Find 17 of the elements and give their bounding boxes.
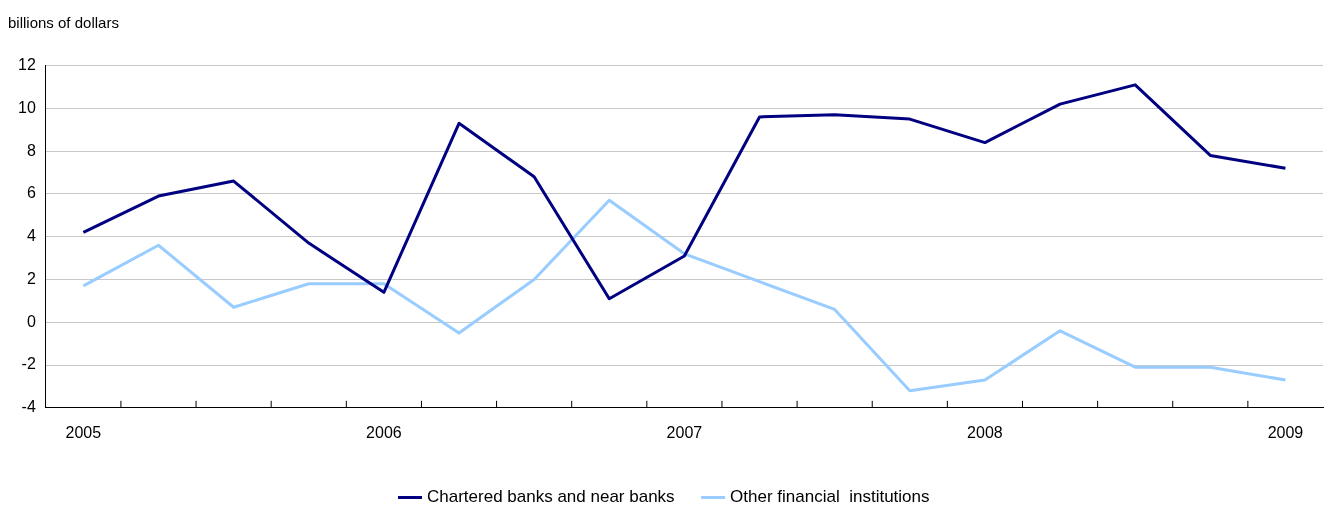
y-tick-label: 10	[18, 98, 36, 116]
legend-label: Other financial institutions	[730, 487, 930, 507]
legend-label: Chartered banks and near banks	[427, 487, 675, 507]
y-tick-label: -4	[21, 398, 36, 416]
y-tick-label: -2	[21, 355, 36, 373]
y-tick-label: 4	[26, 227, 36, 245]
y-tick-label: 8	[26, 141, 36, 159]
x-tick-label: 2007	[666, 423, 703, 441]
y-tick-label: 2	[26, 269, 36, 287]
x-tick-label: 2009	[1267, 423, 1304, 441]
x-tick-label: 2005	[65, 423, 102, 441]
y-axis-title: billions of dollars	[8, 13, 120, 33]
y-tick-label: 6	[26, 184, 36, 202]
x-tick-label: 2008	[967, 423, 1003, 441]
y-tick-label: 0	[26, 312, 36, 330]
x-tick-label: 2006	[366, 423, 402, 441]
y-tick-label: 12	[18, 56, 36, 74]
